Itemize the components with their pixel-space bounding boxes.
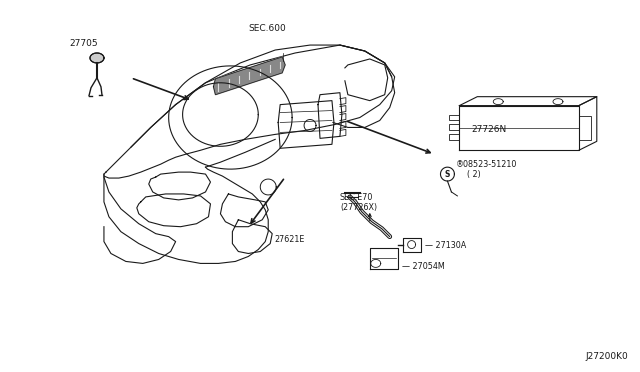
Text: — 27054M: — 27054M — [402, 262, 444, 271]
Text: SEC.E70: SEC.E70 — [340, 193, 373, 202]
Polygon shape — [90, 53, 104, 63]
Bar — [579, 116, 591, 140]
Text: SEC.600: SEC.600 — [248, 24, 286, 33]
Bar — [449, 134, 460, 140]
Text: 27726N: 27726N — [471, 125, 507, 134]
Bar — [449, 125, 460, 131]
Text: ®08523-51210: ®08523-51210 — [456, 160, 516, 169]
Text: 27621E: 27621E — [275, 235, 305, 244]
Text: J27200K0: J27200K0 — [586, 352, 628, 361]
Text: (27726X): (27726X) — [340, 203, 377, 212]
Bar — [449, 115, 460, 121]
Text: — 27130A: — 27130A — [424, 241, 466, 250]
Text: S: S — [445, 170, 450, 179]
Text: 27705: 27705 — [69, 39, 98, 48]
Polygon shape — [214, 57, 285, 95]
Text: ( 2): ( 2) — [467, 170, 481, 179]
